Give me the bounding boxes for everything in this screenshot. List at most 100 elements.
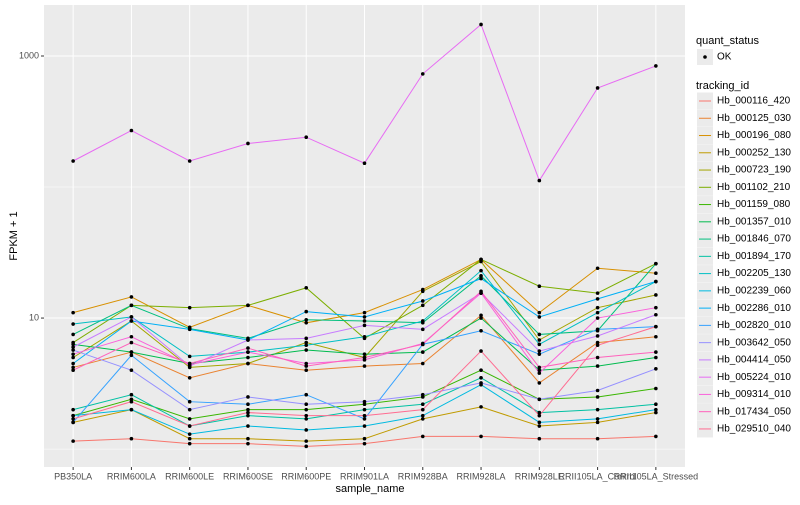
- data-point: [362, 399, 367, 404]
- data-point: [362, 413, 367, 418]
- data-point: [304, 135, 309, 140]
- data-point: [479, 274, 483, 278]
- data-point: [595, 334, 600, 338]
- data-point: [187, 417, 192, 421]
- data-point: [537, 371, 542, 375]
- legend-label: Hb_001159_080: [717, 199, 791, 210]
- data-point: [304, 348, 309, 352]
- data-point: [537, 284, 542, 289]
- data-point: [537, 436, 542, 441]
- x-axis-title: sample_name: [335, 483, 404, 495]
- data-point: [246, 436, 250, 441]
- data-point: [537, 424, 542, 428]
- data-point: [71, 361, 75, 366]
- legend-label: Hb_000196_080: [717, 130, 791, 141]
- data-point: [246, 350, 250, 354]
- data-point: [187, 354, 192, 359]
- data-point: [362, 161, 367, 165]
- data-point: [595, 291, 600, 295]
- data-point: [595, 310, 600, 315]
- data-point: [246, 441, 250, 446]
- data-point: [304, 439, 309, 443]
- data-point: [595, 436, 600, 441]
- data-point: [129, 350, 134, 354]
- data-point: [537, 332, 542, 337]
- legend-title: tracking_id: [696, 80, 749, 92]
- data-point: [362, 441, 367, 446]
- data-point: [129, 368, 134, 373]
- data-point: [479, 313, 483, 318]
- data-point: [654, 350, 658, 354]
- legend-label: Hb_000723_190: [717, 165, 791, 176]
- data-point: [304, 364, 309, 368]
- data-point: [479, 328, 483, 333]
- legend-label: Hb_003642_050: [717, 337, 791, 348]
- data-point: [187, 399, 192, 404]
- data-point: [71, 322, 75, 326]
- data-point: [362, 334, 367, 339]
- data-point: [304, 317, 309, 322]
- data-point: [71, 439, 75, 443]
- data-point: [246, 361, 250, 366]
- data-point: [71, 355, 75, 360]
- data-point: [187, 432, 192, 436]
- data-point: [654, 386, 658, 391]
- x-tick-label: RRIM928BA: [398, 471, 448, 481]
- data-point: [537, 349, 542, 353]
- data-point: [654, 410, 658, 415]
- data-point: [187, 361, 192, 366]
- data-point: [304, 343, 309, 348]
- x-tick-label: RRIM600LA: [107, 471, 156, 481]
- data-point: [246, 346, 250, 350]
- data-point: [187, 376, 192, 380]
- point-legend-title: quant_status: [696, 35, 759, 47]
- data-point: [129, 319, 134, 323]
- data-point: [654, 402, 658, 407]
- data-point: [420, 350, 425, 354]
- data-point: [654, 434, 658, 439]
- data-point: [654, 261, 658, 266]
- data-point: [129, 353, 134, 358]
- legend-label: Hb_029510_040: [717, 424, 791, 435]
- data-point: [479, 257, 483, 262]
- data-point: [595, 388, 600, 393]
- data-point: [537, 410, 542, 415]
- data-point: [246, 424, 250, 428]
- data-point: [304, 402, 309, 407]
- data-point: [595, 417, 600, 421]
- data-point: [420, 402, 425, 407]
- legend-label: Hb_002286_010: [717, 303, 791, 314]
- data-point: [595, 407, 600, 412]
- data-point: [654, 279, 658, 284]
- data-point: [420, 72, 425, 76]
- data-point: [246, 303, 250, 308]
- legend-label: Hb_000252_130: [717, 147, 791, 158]
- data-point: [362, 355, 367, 360]
- data-point: [129, 436, 134, 441]
- data-point: [129, 407, 134, 412]
- data-point: [595, 305, 600, 310]
- data-point: [71, 348, 75, 352]
- data-point: [304, 407, 309, 412]
- data-point: [129, 128, 134, 133]
- data-point: [246, 402, 250, 407]
- legend-label: Hb_002820_010: [717, 320, 791, 331]
- data-point: [362, 352, 367, 356]
- data-point: [654, 271, 658, 275]
- data-point: [420, 361, 425, 366]
- data-point: [595, 355, 600, 360]
- data-point: [362, 424, 367, 428]
- x-tick-label: PB350LA: [54, 471, 92, 481]
- data-point: [595, 327, 600, 332]
- data-point: [129, 303, 134, 308]
- data-point: [537, 342, 542, 347]
- data-point: [246, 407, 250, 412]
- data-point: [187, 407, 192, 412]
- data-point: [362, 310, 367, 315]
- data-point: [304, 444, 309, 449]
- data-point: [537, 413, 542, 418]
- data-point: [537, 368, 542, 373]
- data-point: [537, 420, 542, 425]
- data-point: [479, 434, 483, 439]
